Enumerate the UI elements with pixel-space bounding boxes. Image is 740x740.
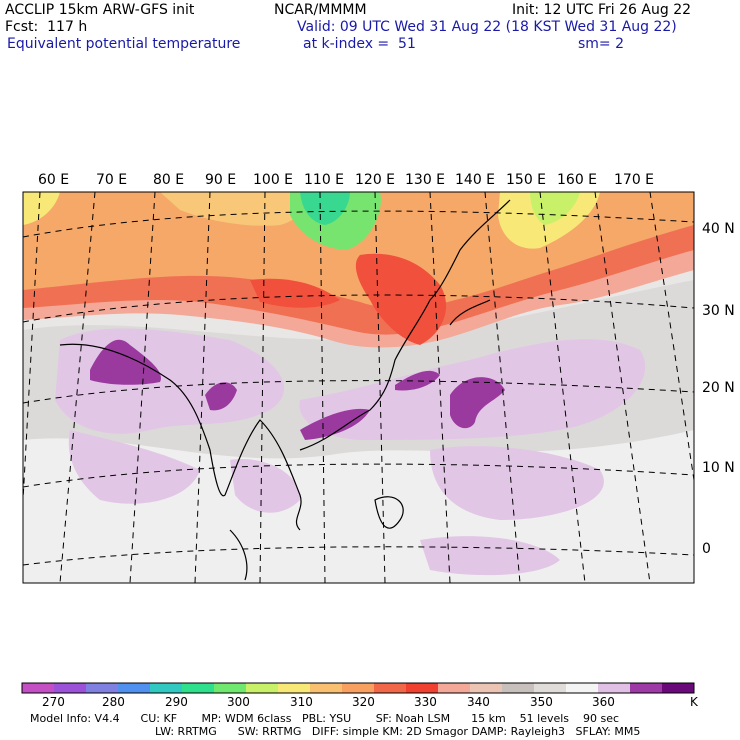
- legend-swatch: [662, 683, 695, 693]
- lon-label: 110 E: [304, 172, 345, 188]
- legend-swatch: [470, 683, 503, 693]
- legend-swatch: [438, 683, 471, 693]
- legend-label: 270: [42, 695, 65, 709]
- lat-label: 40 N: [702, 221, 735, 237]
- smoothing-label: sm= 2: [578, 36, 625, 52]
- legend-swatch: [150, 683, 183, 693]
- lat-label: 10 N: [702, 460, 735, 476]
- coastlines: [59, 199, 511, 581]
- legend-swatch: [22, 683, 55, 693]
- organization: NCAR/MMMM: [274, 2, 367, 18]
- init-time: Init: 12 UTC Fri 26 Aug 22: [512, 2, 692, 18]
- lon-label: 140 E: [455, 172, 496, 188]
- legend-label: 320: [352, 695, 375, 709]
- graticule: [23, 192, 694, 583]
- legend-frame: [21, 682, 695, 694]
- lat-label: 30 N: [702, 303, 735, 319]
- legend-label: 330: [414, 695, 437, 709]
- model-info-line1: Model Info: V4.4 CU: KF MP: WDM 6class P…: [30, 712, 620, 725]
- legend-label: 350: [530, 695, 553, 709]
- legend-label: 310: [290, 695, 313, 709]
- forecast-hour: Fcst: 117 h: [5, 19, 88, 35]
- lon-label: 80 E: [153, 172, 185, 188]
- legend-swatch: [182, 683, 215, 693]
- legend-swatch: [246, 683, 279, 693]
- lon-label: 160 E: [557, 172, 598, 188]
- lon-label: 150 E: [506, 172, 547, 188]
- map-frame: [22, 191, 695, 584]
- color-legend: [21, 682, 695, 694]
- legend-label: 280: [102, 695, 125, 709]
- model-info-line2: LW: RRTMG SW: RRTMG DIFF: simple KM: 2D …: [155, 725, 641, 738]
- legend-swatch: [534, 683, 567, 693]
- legend-swatch: [86, 683, 119, 693]
- legend-unit: K: [690, 695, 698, 709]
- legend-swatch: [502, 683, 535, 693]
- level-label: at k-index = 51: [303, 36, 416, 52]
- legend-swatch: [374, 683, 407, 693]
- lat-label: 20 N: [702, 380, 735, 396]
- legend-label: 300: [227, 695, 250, 709]
- lon-label: 100 E: [253, 172, 294, 188]
- field-name: Equivalent potential temperature: [7, 36, 241, 52]
- legend-swatch: [118, 683, 151, 693]
- lon-label: 90 E: [205, 172, 237, 188]
- lon-label: 70 E: [96, 172, 128, 188]
- lat-label: 0: [702, 541, 711, 557]
- legend-swatch: [310, 683, 343, 693]
- map-fill: [23, 192, 694, 583]
- legend-swatch: [54, 683, 87, 693]
- lon-label: 60 E: [38, 172, 70, 188]
- model-title: ACCLIP 15km ARW-GFS init: [5, 2, 195, 18]
- legend-swatch: [342, 683, 375, 693]
- legend-label: 290: [165, 695, 188, 709]
- legend-swatch: [214, 683, 247, 693]
- lon-label: 170 E: [614, 172, 655, 188]
- lon-label: 120 E: [355, 172, 396, 188]
- valid-time: Valid: 09 UTC Wed 31 Aug 22 (18 KST Wed …: [297, 19, 677, 35]
- legend-label: 360: [592, 695, 615, 709]
- legend-swatch: [566, 683, 599, 693]
- legend-swatch: [406, 683, 439, 693]
- legend-swatch: [278, 683, 311, 693]
- legend-swatch: [598, 683, 631, 693]
- legend-label: 340: [467, 695, 490, 709]
- legend-swatch: [630, 683, 663, 693]
- lon-label: 130 E: [405, 172, 446, 188]
